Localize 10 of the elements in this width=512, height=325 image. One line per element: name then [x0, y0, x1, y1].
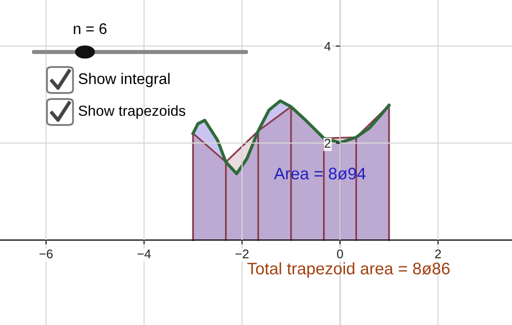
annotation: Total trapezoid area = 8ø86 — [247, 262, 450, 278]
x-tick-label: −6 — [40, 249, 53, 258]
y-tick-label: 4 — [324, 42, 331, 51]
annotation: n = 6 — [74, 23, 107, 34]
x-tick-label: −4 — [138, 250, 151, 258]
annotation: Show trapezoids — [78, 105, 186, 119]
x-tick-label: 0 — [337, 249, 344, 258]
annotation: Show integral — [78, 72, 170, 88]
x-tick-label: −2 — [236, 249, 249, 258]
x-tick-label: 2 — [435, 249, 441, 258]
